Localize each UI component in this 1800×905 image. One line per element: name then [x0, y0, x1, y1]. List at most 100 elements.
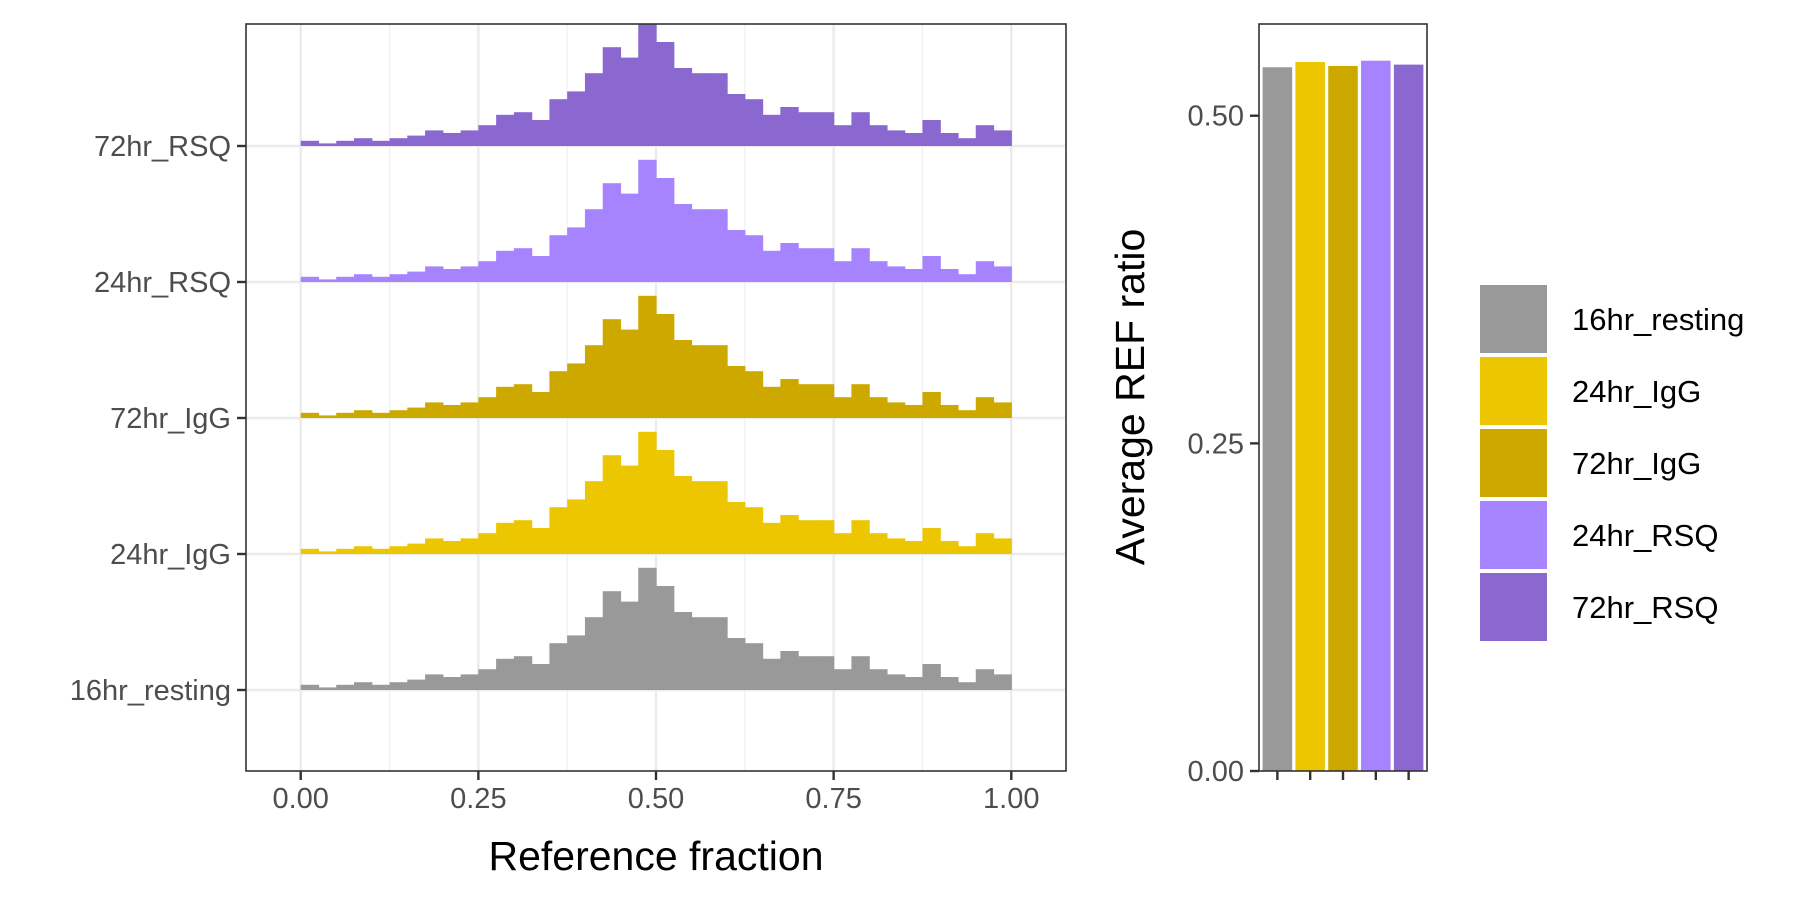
histogram-bin [549, 507, 568, 554]
histogram-bin [460, 674, 479, 690]
histogram-bin [478, 669, 497, 690]
histogram-bin [513, 384, 533, 418]
histogram-bin [531, 664, 551, 690]
histogram-bin [957, 682, 977, 690]
histogram-bin [478, 397, 497, 418]
bar-24hr_RSQ [1361, 60, 1391, 771]
histogram-bin [371, 276, 391, 282]
legend-key-24hr_RSQ [1480, 501, 1547, 569]
legend-key-72hr_IgG [1480, 429, 1547, 497]
histogram-bin [336, 412, 355, 418]
histogram-bin [496, 250, 515, 282]
bar-72hr_RSQ [1393, 64, 1424, 771]
histogram-bin [407, 543, 426, 554]
histogram-bin [425, 266, 444, 282]
histogram-bin [744, 643, 764, 690]
histogram-bin [673, 340, 693, 418]
histogram-bin [513, 112, 533, 146]
histogram-bin [638, 159, 657, 282]
histogram-bin [567, 91, 586, 146]
histogram-bin [300, 276, 320, 282]
histogram-bin [957, 138, 977, 146]
histogram-bin [442, 269, 462, 282]
histogram-bin [673, 204, 693, 282]
histogram-bin [833, 397, 853, 418]
histogram-bin [656, 586, 675, 690]
histogram-bin [957, 546, 977, 554]
histogram-bin [762, 250, 781, 282]
histogram-bin [993, 130, 1012, 146]
histogram-bin [531, 120, 551, 146]
histogram-bin [762, 658, 781, 690]
histogram-bin [407, 679, 426, 690]
histogram-bin [531, 528, 551, 554]
histogram-bin [389, 410, 408, 418]
histogram-bin [656, 314, 675, 418]
histogram-bin [602, 455, 622, 554]
histogram-bin [886, 266, 906, 282]
histogram-bin [318, 279, 337, 282]
y-tick-label: 24hr_IgG [110, 539, 231, 571]
histogram-bin [780, 379, 799, 418]
histogram-bin [602, 47, 622, 147]
legend-label: 24hr_IgG [1572, 374, 1701, 409]
histogram-bin [496, 386, 515, 418]
histogram-bin [638, 567, 657, 690]
histogram-bin [780, 651, 799, 690]
histogram-bin [833, 125, 853, 146]
histogram-bin [940, 133, 959, 146]
legend-key-16hr_resting [1480, 285, 1547, 353]
histogram-bin [460, 402, 479, 418]
histogram-bin [993, 402, 1012, 418]
histogram-bin [886, 402, 906, 418]
x-tick-label: 0.50 [628, 783, 684, 815]
histogram-bin [549, 643, 568, 690]
bar-16hr_resting [1262, 67, 1293, 771]
histogram-bin [709, 345, 728, 418]
histogram-bin [336, 276, 355, 282]
histogram-bin [300, 412, 320, 418]
histogram-bin [691, 73, 710, 146]
histogram-bin [300, 548, 320, 554]
histogram-bin [620, 465, 639, 554]
y-tick-label: 0.00 [1188, 756, 1244, 788]
legend: 16hr_resting 24hr_IgG 72hr_IgG 24hr_RSQ 72hr… [1480, 285, 1744, 641]
histogram-bin [496, 114, 515, 146]
histogram-bin [798, 384, 817, 418]
histogram-bin [993, 538, 1012, 554]
histogram-bin [922, 528, 941, 554]
histogram-bin [549, 235, 568, 282]
histogram-bin [620, 193, 639, 282]
histogram-bin [584, 73, 604, 146]
histogram-bin [371, 412, 391, 418]
histogram-bin [602, 591, 622, 690]
histogram-bin [620, 329, 639, 418]
histogram-bin [336, 140, 355, 146]
histogram-bin [371, 548, 391, 554]
histogram-16hr_resting [300, 567, 1012, 690]
histogram-bin [691, 481, 710, 554]
legend-key-72hr_RSQ [1480, 573, 1547, 641]
histogram-bin [478, 125, 497, 146]
bar-marks [1262, 60, 1424, 772]
histogram-bin [922, 392, 941, 418]
histogram-bin [727, 94, 746, 146]
histogram-bin [354, 274, 373, 282]
histogram-bin [851, 248, 870, 282]
histogram-bin [780, 243, 799, 282]
histogram-bin [354, 682, 373, 690]
histogram-bin [940, 405, 959, 418]
histogram-bin [744, 507, 764, 554]
histogram-bin [851, 520, 870, 554]
histogram-bin [478, 533, 497, 554]
bar-24hr_IgG [1295, 62, 1325, 772]
histogram-bin [336, 548, 355, 554]
histogram-bin [727, 366, 746, 418]
bar-x-axis [1276, 771, 1410, 780]
histogram-bin [354, 138, 373, 146]
histogram-bin [780, 515, 799, 554]
ridgeline-x-axis: 0.00 0.25 0.50 0.75 1.00 [272, 771, 1040, 815]
histogram-bin [407, 271, 426, 282]
histogram-bin [620, 57, 639, 146]
legend-label: 24hr_RSQ [1572, 518, 1718, 553]
